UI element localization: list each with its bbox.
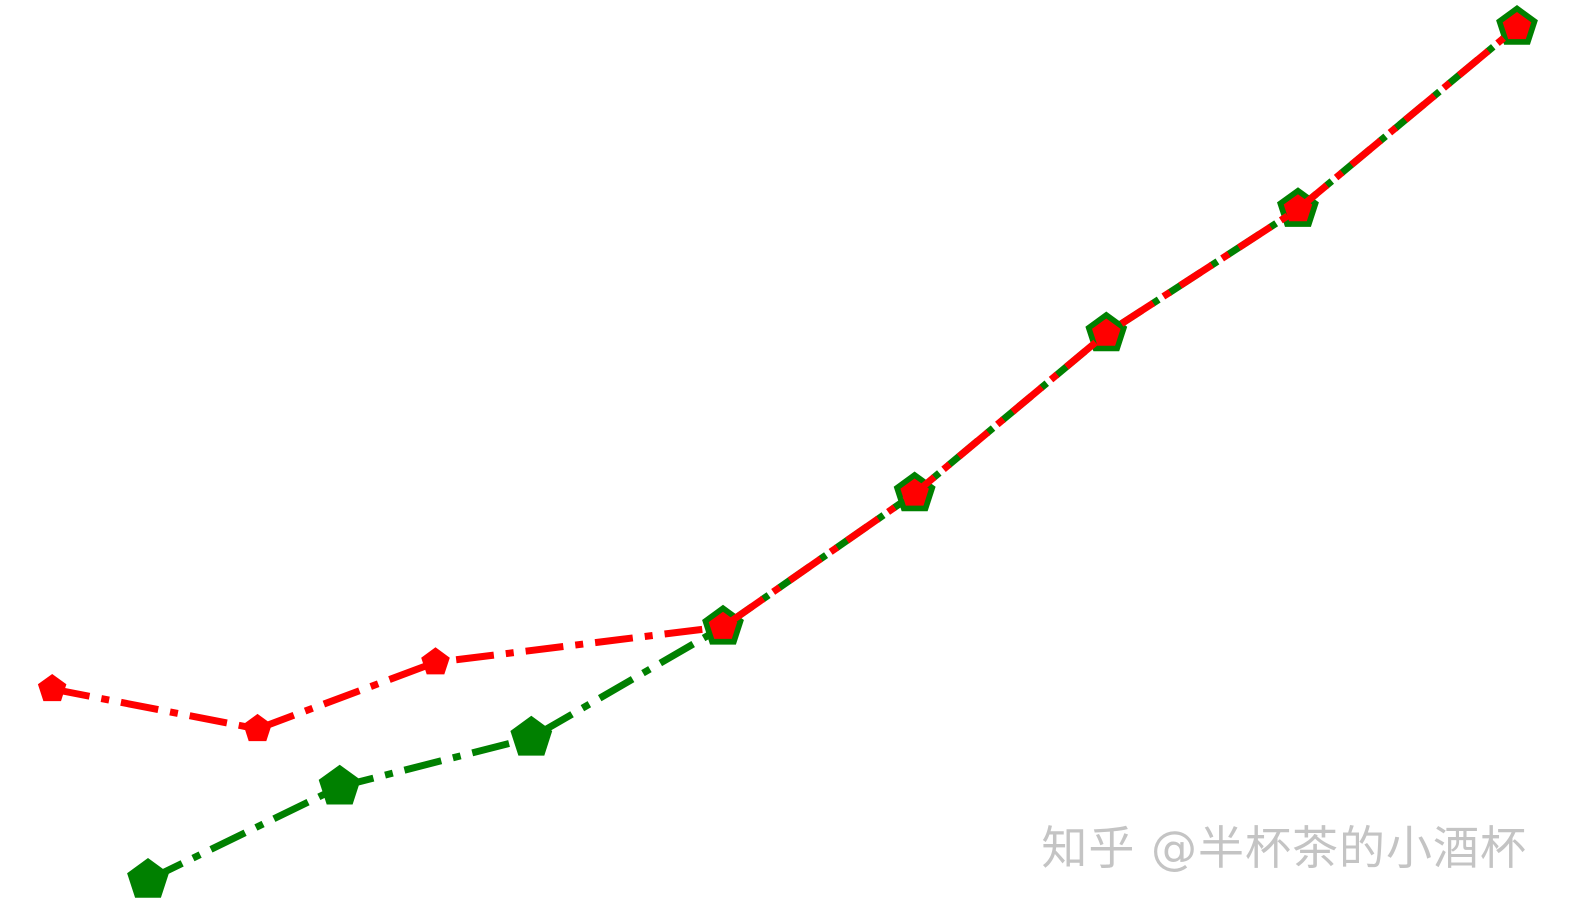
watermark-text: 知乎 @半杯茶的小酒杯 xyxy=(1041,821,1527,875)
data-point-marker xyxy=(900,478,929,506)
data-point-marker xyxy=(37,674,67,702)
data-point-marker xyxy=(243,713,272,742)
data-point-marker xyxy=(1092,318,1121,346)
data-point-marker xyxy=(708,611,738,639)
series-green xyxy=(127,5,1538,898)
data-point-marker xyxy=(318,764,361,805)
series-layer xyxy=(37,5,1538,898)
series-red xyxy=(37,12,1532,742)
data-point-marker xyxy=(510,715,553,756)
series-line xyxy=(51,24,1520,733)
data-point-marker xyxy=(421,647,450,675)
data-point-marker xyxy=(127,858,169,898)
series-line xyxy=(146,24,1520,884)
data-point-marker xyxy=(1502,12,1532,40)
data-point-marker xyxy=(1283,194,1313,222)
